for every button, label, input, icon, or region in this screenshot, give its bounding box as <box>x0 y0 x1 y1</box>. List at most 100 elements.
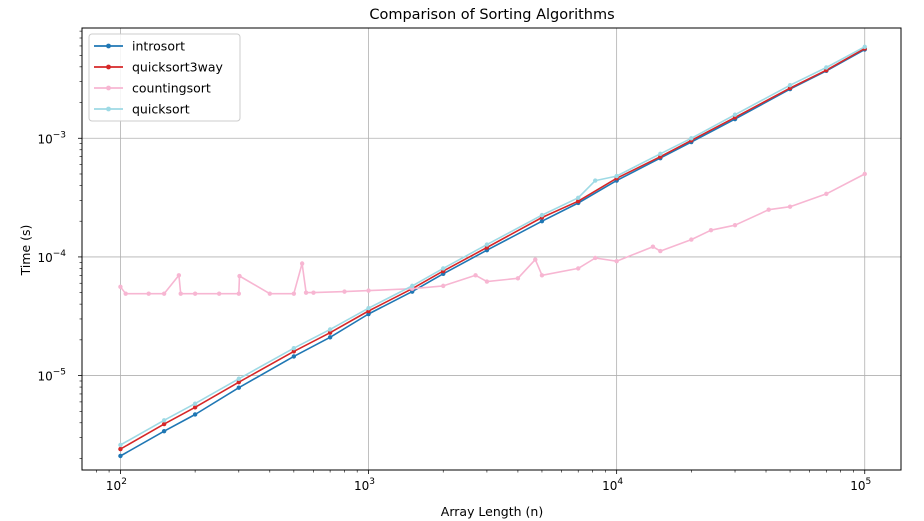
quicksort3way-point <box>118 446 123 452</box>
quicksort3way-point <box>236 379 242 385</box>
quicksort-point <box>484 242 490 247</box>
countingsort-point <box>267 291 273 296</box>
legend-swatch-marker <box>106 85 111 91</box>
introsort-point <box>161 428 167 434</box>
quicksort-point <box>593 178 598 183</box>
legend: introsort quicksort3way countingsort quicks… <box>88 33 241 122</box>
grid-lines <box>82 28 901 470</box>
x-tick-label: 102 <box>106 477 127 493</box>
countingsort-point <box>787 204 793 209</box>
legend-item-countingsort: countingsort <box>94 81 211 96</box>
countingsort-point <box>237 273 242 279</box>
countingsort-point <box>311 290 316 295</box>
countingsort-point <box>539 273 545 278</box>
quicksort3way-point <box>192 405 198 410</box>
quicksort3way-point <box>161 421 167 427</box>
series-quicksort <box>118 44 867 448</box>
countingsort-point <box>473 273 478 278</box>
countingsort-point <box>732 223 738 228</box>
quicksort-line <box>120 46 866 446</box>
introsort-point <box>192 412 198 417</box>
countingsort-point <box>178 291 183 296</box>
introsort-point <box>327 335 333 340</box>
countingsort-point <box>658 248 663 254</box>
quicksort-point <box>689 136 694 141</box>
legend-swatch-marker <box>106 64 111 70</box>
countingsort-point <box>515 276 521 281</box>
legend-swatch-marker <box>106 43 111 49</box>
countingsort-point <box>484 279 490 284</box>
countingsort-point <box>146 291 151 296</box>
quicksort-point <box>118 442 123 448</box>
series-quicksort3way <box>118 46 867 452</box>
countingsort-line <box>119 173 866 295</box>
countingsort-point <box>650 244 656 249</box>
plot-area-frame <box>81 27 902 471</box>
legend-swatch-marker <box>106 106 111 112</box>
legend-label: quicksort <box>132 102 190 117</box>
countingsort-point <box>366 288 371 293</box>
quicksort-point <box>732 112 738 117</box>
y-tick-label: 10−5 <box>37 368 66 384</box>
introsort-point <box>236 385 242 390</box>
quicksort-point <box>576 195 581 200</box>
countingsort-point <box>291 291 297 296</box>
quicksort-point <box>236 376 242 381</box>
x-tick-label: 103 <box>354 477 375 493</box>
countingsort-point <box>118 284 123 289</box>
quicksort-point <box>161 418 167 423</box>
countingsort-point <box>342 289 347 294</box>
x-axis-label: Array Length (n) <box>441 504 543 519</box>
y-axis-label: Time (s) <box>18 225 33 277</box>
countingsort-point <box>708 227 714 233</box>
legend-item-quicksort: quicksort <box>94 102 190 117</box>
countingsort-point <box>766 207 771 212</box>
countingsort-point <box>824 191 829 197</box>
quicksort-point <box>539 212 545 218</box>
countingsort-point <box>441 283 446 289</box>
legend-label: quicksort3way <box>132 60 223 75</box>
countingsort-point <box>299 261 305 266</box>
introsort-point <box>366 311 371 317</box>
legend-item-introsort: introsort <box>94 39 185 54</box>
countingsort-point <box>862 171 867 177</box>
series-lines <box>118 44 867 459</box>
y-tick-label: 10−3 <box>37 130 66 146</box>
introsort-point <box>118 453 123 459</box>
y-tick-label: 10−4 <box>37 249 66 265</box>
quicksort-point <box>614 173 619 179</box>
countingsort-point <box>192 291 198 296</box>
countingsort-point <box>593 255 598 261</box>
quicksort-point <box>410 283 415 289</box>
quicksort-point <box>366 305 371 311</box>
countingsort-point <box>123 291 128 296</box>
legend-box <box>88 33 241 122</box>
quicksort-point <box>862 44 867 50</box>
x-tick-label: 104 <box>602 477 623 493</box>
quicksort3way-point <box>576 198 581 204</box>
quicksort-point <box>787 83 793 88</box>
quicksort-point <box>192 401 198 406</box>
quicksort-point <box>658 151 663 156</box>
quicksort-point <box>291 346 297 351</box>
quicksort-point <box>824 65 829 70</box>
legend-item-quicksort3way: quicksort3way <box>94 60 223 75</box>
countingsort-point <box>236 291 242 296</box>
major-ticks: 102 103 104 105 10−5 10−4 10−3 <box>37 130 871 493</box>
countingsort-point <box>176 273 182 278</box>
countingsort-point <box>533 257 538 262</box>
x-tick-label: 105 <box>850 477 871 493</box>
quicksort-point <box>441 266 446 271</box>
countingsort-point <box>576 266 581 271</box>
legend-label: countingsort <box>132 81 211 96</box>
quicksort3way-point <box>291 349 297 354</box>
countingsort-point <box>614 259 619 264</box>
series-countingsort <box>118 171 867 296</box>
legend-label: introsort <box>132 39 185 54</box>
quicksort-point <box>327 327 333 332</box>
countingsort-point <box>161 291 167 296</box>
countingsort-point <box>216 291 222 296</box>
introsort-point <box>291 354 297 359</box>
chart-title: Comparison of Sorting Algorithms <box>369 7 614 23</box>
